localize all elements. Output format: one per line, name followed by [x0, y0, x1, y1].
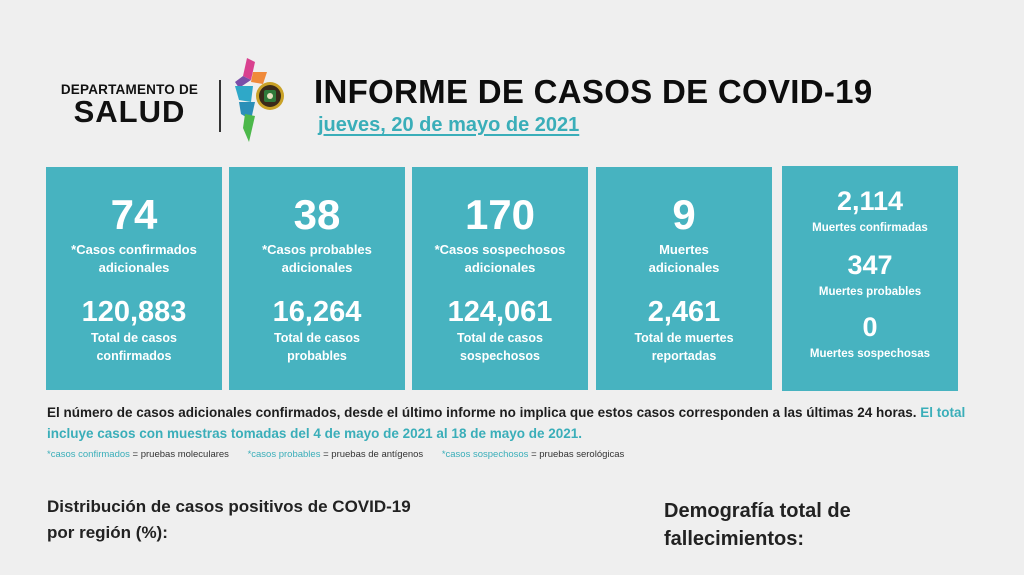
additional-confirmed-value: 74	[110, 191, 158, 238]
pr-health-department-logo-icon	[233, 58, 289, 144]
total-probable-label-2: probables	[287, 349, 347, 363]
date-range-text: El total incluye casos con muestras toma…	[47, 405, 966, 441]
page-title: INFORME DE CASOS DE COVID-19	[314, 73, 873, 110]
total-deaths-value: 2,461	[647, 296, 721, 328]
card-probable-cases: 38 *Casos probables adicionales 16,264 T…	[229, 167, 405, 390]
confirmed-deaths-value: 2,114	[836, 186, 904, 216]
total-suspected-label: Total de casos	[457, 331, 543, 345]
test-type-legend: *casos confirmados = pruebas moleculares…	[47, 449, 640, 460]
additional-confirmed-label: *Casos confirmados	[71, 242, 197, 257]
additional-deaths-label: Muertes	[659, 242, 709, 257]
total-deaths-label: Total de muertes	[634, 331, 734, 345]
legend-item: *casos sospechosos = pruebas serológicas	[441, 449, 625, 460]
header-divider	[219, 80, 221, 132]
additional-probable-value: 38	[293, 191, 341, 238]
additional-suspected-value: 170	[464, 191, 536, 238]
total-probable-value: 16,264	[272, 296, 362, 328]
card-confirmed-cases: 74 *Casos confirmados adicionales 120,88…	[46, 167, 222, 390]
section-heading-distribution: Distribución de casos positivos de COVID…	[47, 497, 411, 542]
confirmed-deaths-label: Muertes confirmadas	[812, 222, 928, 234]
card-deaths: 9 Muertes adicionales 2,461 Total de mue…	[596, 167, 772, 390]
legend-item: *casos probables = pruebas de antígenos	[247, 449, 424, 460]
legend-item: *casos confirmados = pruebas moleculares	[47, 449, 229, 460]
section-heading-demography: Demografía total de fallecimientos:	[664, 500, 851, 550]
card-deaths-breakdown: 2,114 Muertes confirmadas 347 Muertes pr…	[782, 166, 958, 391]
department-name: SALUD	[73, 94, 186, 129]
additional-confirmed-label-2: adicionales	[98, 260, 170, 275]
total-confirmed-label-2: confirmados	[96, 349, 172, 363]
probable-deaths-label: Muertes probables	[818, 286, 922, 298]
additional-suspected-label-2: adicionales	[464, 260, 536, 275]
total-probable-label: Total de casos	[274, 331, 360, 345]
additional-deaths-label-2: adicionales	[648, 260, 720, 275]
additional-probable-label-2: adicionales	[281, 260, 353, 275]
suspected-deaths-label: Muertes sospechosas	[809, 348, 931, 360]
total-suspected-value: 124,061	[447, 296, 553, 328]
total-deaths-label-2: reportadas	[651, 349, 717, 363]
additional-suspected-label: *Casos sospechosos	[434, 242, 566, 257]
total-suspected-label-2: sospechosos	[460, 349, 540, 363]
card-suspected-cases: 170 *Casos sospechosos adicionales 124,0…	[412, 167, 588, 390]
suspected-deaths-value: 0	[862, 312, 878, 342]
disclaimer-note: El número de casos adicionales confirmad…	[47, 402, 977, 444]
additional-probable-label: *Casos probables	[262, 242, 372, 257]
probable-deaths-value: 347	[847, 250, 893, 280]
disclaimer-text: El número de casos adicionales confirmad…	[47, 405, 917, 420]
report-date: jueves, 20 de mayo de 2021	[318, 114, 580, 136]
total-confirmed-label: Total de casos	[91, 331, 177, 345]
department-label: DEPARTAMENTO DE	[60, 82, 199, 97]
total-confirmed-value: 120,883	[81, 296, 187, 328]
additional-deaths-value: 9	[672, 191, 696, 238]
